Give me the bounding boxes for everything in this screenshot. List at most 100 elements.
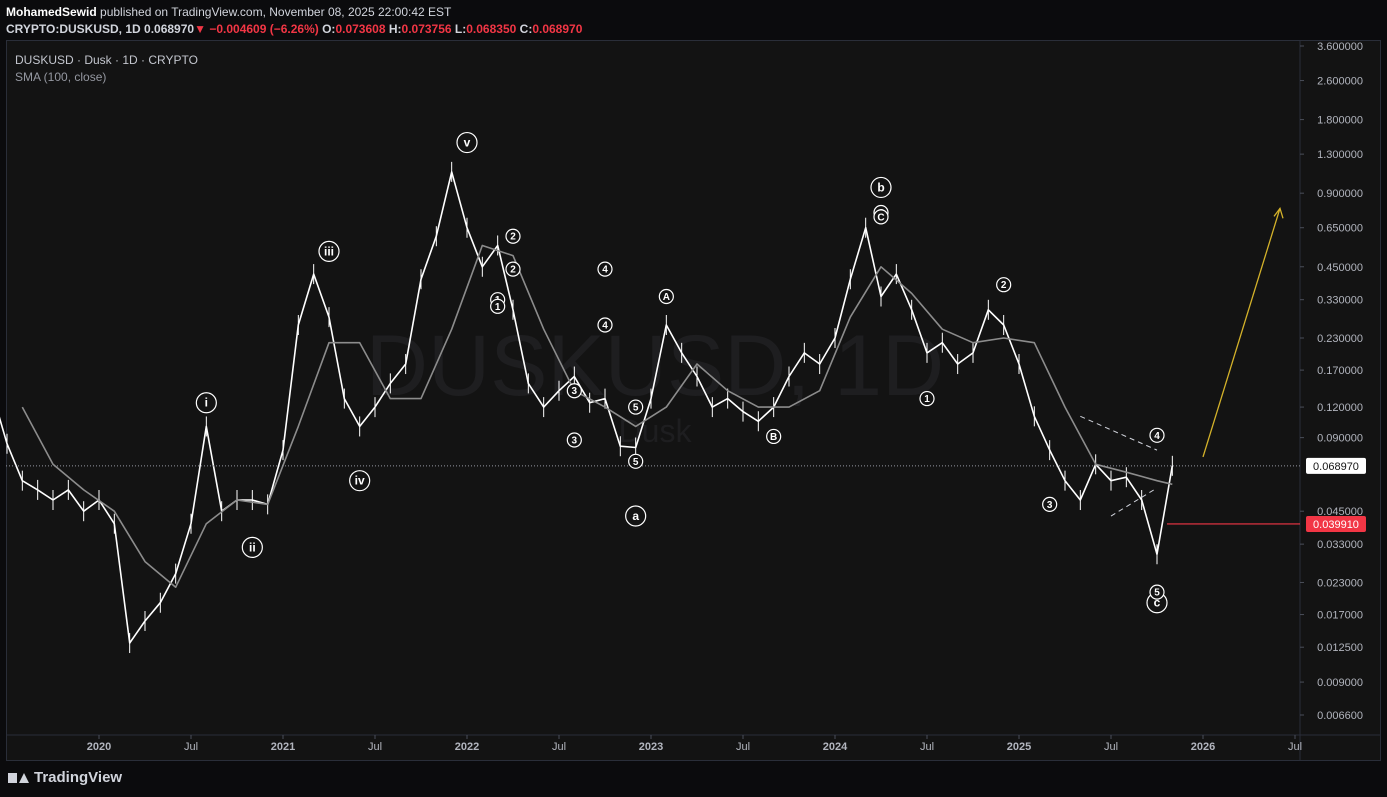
wave-label-10: 3: [572, 436, 578, 447]
published-text: published on TradingView.com, November 0…: [100, 5, 452, 19]
tradingview-icon: [8, 771, 30, 785]
wave-label-23: 3: [572, 386, 578, 397]
open-value: 0.073608: [335, 22, 386, 36]
wave-label-circle-14: [766, 428, 782, 445]
wave-label-20: 5: [1154, 588, 1160, 599]
projection-arrow-line: [1202, 208, 1281, 458]
wave-label-circle-13: [658, 288, 674, 305]
close-value: 0.068970: [532, 22, 583, 36]
current-price-badge: [1306, 457, 1366, 474]
wave-label-circle-0: [195, 392, 217, 414]
wave-label-circle-24: [597, 261, 613, 277]
wave-label-19: 4: [1154, 431, 1160, 442]
x-tick-label-9: Jul: [920, 741, 934, 753]
wave-label-circle-19: [1149, 427, 1165, 443]
y-tick-label-3: 1.300000: [1317, 149, 1363, 161]
y-tick-label-8: 0.230000: [1317, 333, 1363, 345]
close-label: C:: [519, 22, 533, 36]
chart-frame[interactable]: [6, 40, 1381, 761]
wave-label-12: 5: [633, 457, 639, 468]
y-tick-label-2: 1.800000: [1317, 115, 1363, 127]
wave-label-13: A: [663, 292, 670, 303]
x-tick-label-6: 2023: [639, 741, 663, 753]
wave-label-circle-20: [1149, 584, 1165, 600]
triangle-lower-line: [1110, 487, 1158, 517]
wave-label-circle-23: [566, 383, 582, 399]
wave-label-3: iv: [355, 474, 365, 488]
wave-label-1: ii: [249, 540, 256, 554]
wave-label-circle-9: [505, 228, 521, 244]
y-tick-label-6: 0.450000: [1317, 262, 1363, 274]
sma-line: [21, 244, 1173, 588]
wave-label-circle-2: [318, 240, 340, 263]
high-label: H:: [388, 22, 402, 36]
chart-legend-indicator[interactable]: SMA (100, close): [15, 70, 107, 84]
author-name[interactable]: MohamedSewid: [6, 5, 97, 19]
wave-label-18: 3: [1047, 500, 1053, 511]
marked-low-badge: [1306, 515, 1366, 532]
x-tick-label-11: Jul: [1104, 741, 1118, 753]
y-tick-label-14: 0.023000: [1317, 577, 1363, 589]
y-tick-label-16: 0.012500: [1317, 642, 1363, 654]
wave-label-circle-3: [349, 470, 371, 492]
wave-label-11: 4: [602, 320, 608, 331]
y-tick-label-12: 0.045000: [1317, 506, 1363, 518]
chart-legend-title[interactable]: DUSKUSD · Dusk · 1D · CRYPTO: [15, 53, 198, 67]
wave-label-14: B: [770, 432, 777, 443]
high-value: 0.073756: [401, 22, 452, 36]
low-label: L:: [454, 22, 467, 36]
x-tick-label-1: Jul: [184, 741, 198, 753]
watermark-name: Dusk: [619, 413, 693, 449]
current-price-label: 0.068970: [1313, 461, 1359, 473]
y-tick-label-4: 0.900000: [1317, 188, 1363, 200]
y-tick-label-11: 0.090000: [1317, 433, 1363, 445]
wave-label-22: 2: [510, 265, 516, 276]
x-tick-label-5: Jul: [552, 741, 566, 753]
price-series-line: [0, 171, 1174, 644]
x-tick-label-8: 2024: [823, 741, 848, 753]
open-label: O:: [322, 22, 336, 36]
wave-label-4: v: [464, 136, 471, 150]
wave-label-26: C: [877, 212, 884, 223]
wave-label-circle-26: [873, 209, 889, 225]
last-price: 0.068970: [144, 22, 195, 36]
price-change: −0.004609 (−6.26%): [209, 22, 319, 36]
x-tick-label-12: 2026: [1191, 741, 1215, 753]
wave-label-24: 4: [602, 265, 608, 276]
wave-label-17: 2: [1001, 280, 1007, 291]
ohlc-bar: CRYPTO:DUSKUSD, 1D 0.068970▼ −0.004609 (…: [6, 22, 582, 36]
wave-label-2: iii: [324, 244, 334, 258]
wave-label-25: 5: [633, 403, 639, 414]
x-tick-label-7: Jul: [736, 741, 750, 753]
y-tick-label-18: 0.006600: [1317, 710, 1363, 722]
symbol-label[interactable]: CRYPTO:DUSKUSD, 1D: [6, 22, 141, 36]
y-tick-label-1: 2.600000: [1317, 76, 1363, 88]
marked-low-label: 0.039910: [1313, 519, 1359, 531]
y-tick-label-7: 0.330000: [1317, 295, 1363, 307]
wave-label-circle-21: [490, 298, 506, 314]
wave-label-circle-4: [456, 131, 478, 154]
wave-label-circle-11: [597, 317, 613, 333]
wave-label-16: 1: [924, 394, 930, 405]
y-tick-label-0: 3.600000: [1317, 41, 1363, 53]
publish-info: MohamedSewid published on TradingView.co…: [6, 5, 451, 19]
triangle-upper-line: [1080, 415, 1158, 451]
watermark-ticker: DUSKUSD, 1D: [366, 318, 944, 414]
x-tick-label-10: 2025: [1007, 741, 1031, 753]
wave-label-9: 2: [510, 232, 516, 243]
tradingview-logo[interactable]: TradingView: [8, 769, 122, 786]
wave-label-6: b: [877, 180, 884, 194]
y-tick-label-17: 0.009000: [1317, 677, 1363, 689]
y-tick-label-10: 0.120000: [1317, 402, 1363, 414]
wave-label-circle-22: [505, 261, 521, 277]
y-tick-label-15: 0.017000: [1317, 610, 1363, 622]
low-value: 0.068350: [466, 22, 517, 36]
y-tick-label-9: 0.170000: [1317, 365, 1363, 377]
wave-label-circle-10: [566, 432, 582, 448]
x-tick-label-4: 2022: [455, 741, 479, 753]
wave-label-circle-25: [628, 399, 644, 415]
wave-label-circle-12: [628, 453, 644, 469]
wave-label-circle-16: [919, 390, 935, 407]
projection-arrowhead-icon: [1273, 206, 1284, 219]
